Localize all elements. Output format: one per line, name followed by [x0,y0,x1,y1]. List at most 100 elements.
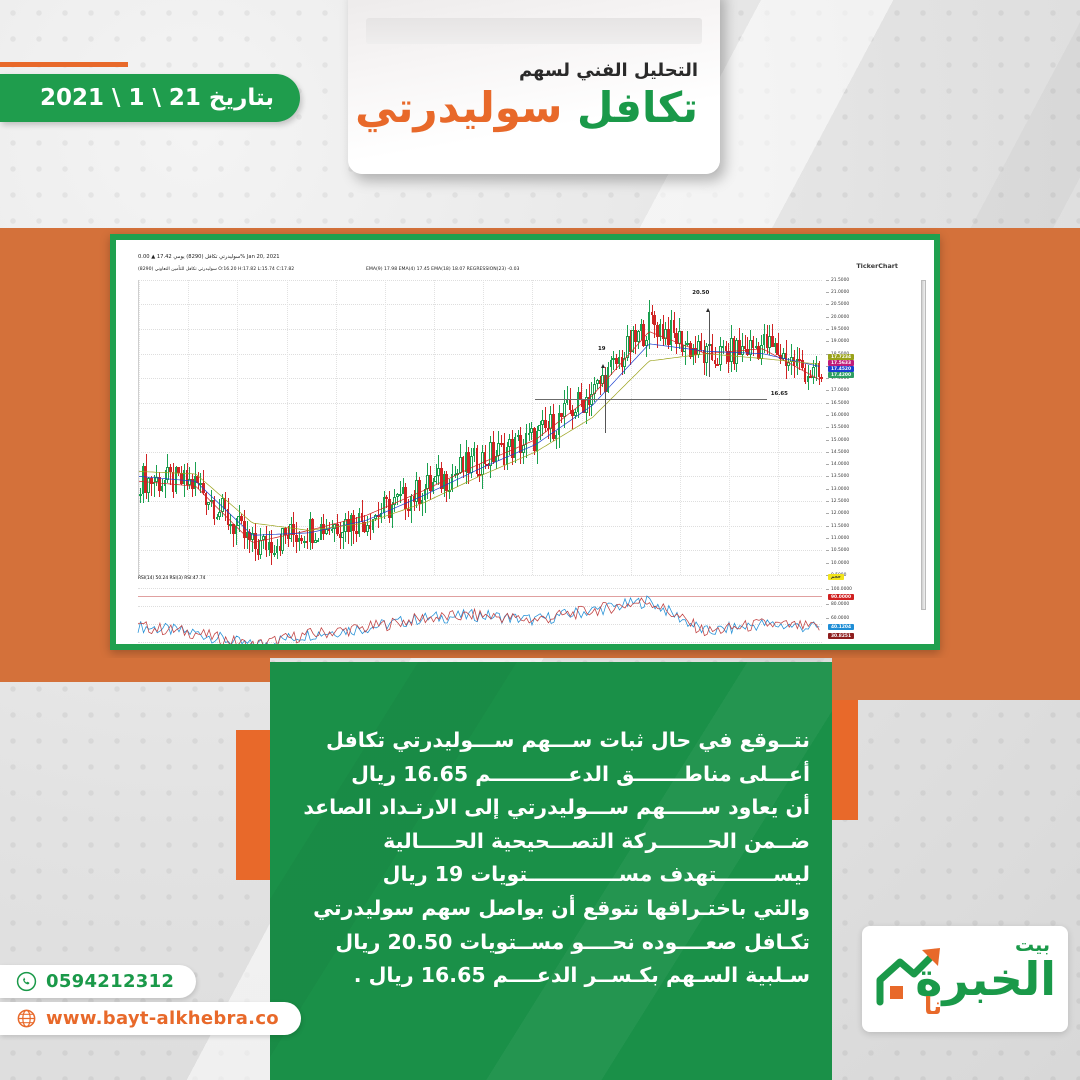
candle [658,319,662,342]
price-plot-area[interactable]: 16.65 19 20.50 [138,280,823,576]
candle-body [390,504,394,519]
candle-body [237,516,241,526]
candle-body [185,469,189,486]
vertical-scale-bar[interactable] [921,280,926,610]
candle-body [491,442,495,462]
candle-body [379,513,383,518]
ema-line [138,343,820,536]
rsi-plot-area[interactable] [137,588,822,644]
candle [587,383,591,416]
candle [292,511,295,548]
candle-wick [211,490,212,508]
candle [751,335,755,356]
gridline [139,280,822,281]
candle [653,310,656,338]
date-accent-rule [0,62,128,67]
candle-body [273,552,276,555]
ema-line [139,353,820,531]
logo-main-word: الخبرة [915,952,1057,1006]
candle-body [407,509,410,512]
candle [333,523,336,542]
candle-body [694,348,697,355]
candle-body [658,324,662,337]
candle-body [524,433,528,445]
candle-wick [161,478,163,493]
candle [667,317,670,350]
candle [355,517,358,543]
gridline [138,642,822,643]
candle-body [341,532,345,538]
candle-wick [717,357,718,366]
candle-body [765,333,769,349]
contact-phone[interactable]: 0594212312 [0,965,197,998]
candle [278,533,282,556]
candle [387,490,391,523]
candle [664,322,667,345]
candle-body [628,336,632,353]
price-axis-tick: 17.0000 [825,388,850,394]
candle-wick [249,529,251,553]
candle-wick [479,463,480,483]
candle-body [820,377,823,380]
candle [650,304,654,325]
candle-body [645,340,648,347]
candle-body [464,452,468,472]
orange-accent-right [832,658,1080,700]
candle-body [530,428,533,433]
candle-body [182,469,186,485]
candle-wick [421,493,423,517]
candle [489,435,492,478]
candle [642,320,646,347]
candle-body [751,340,755,348]
candle-body [262,535,265,540]
chart-canvas[interactable]: TickerChart سوليدرتي تكافل (8290) يومي 1… [116,240,934,644]
price-axis-tick: 21.5000 [825,277,850,283]
candle-body [289,523,293,540]
candle [617,349,621,369]
candle-body [617,356,621,365]
candle-body [333,523,336,529]
candle-body [420,500,424,505]
candle-wick [572,405,573,430]
candle-body [762,333,766,345]
candle [407,498,410,517]
rsi-indicator-line: RSI(14) 50.24 RSI(3) RSI:47.74 [138,576,206,581]
candle [762,324,766,353]
candle [806,364,810,390]
candle [188,466,191,490]
support-line-16-65 [535,398,768,400]
candle-body [579,391,583,401]
candle-wick [156,464,158,486]
candle-wick [772,324,773,348]
rsi-axis: 100.000080.000060.000020.000090.000040.1… [825,574,886,644]
candle-body [710,343,714,360]
candle [229,513,232,535]
candle-body [177,466,180,473]
candle [801,350,804,370]
candle-body [677,330,681,345]
candle-wick [528,423,530,442]
candle-body [549,414,552,430]
price-axis-tick: 15.5000 [825,425,850,431]
candle-body [612,358,615,361]
gridline [679,280,681,575]
candle-body [459,457,462,473]
candle-wick [279,533,281,556]
candle [491,431,495,464]
candle-body [574,411,577,417]
candle-body [511,438,514,459]
candle-body [294,534,298,542]
candle [232,524,235,548]
candle-wick [208,502,210,511]
candle-body [144,466,148,494]
candle [398,480,402,504]
candle [371,519,375,534]
candle [483,445,487,470]
price-axis-tick: 13.0000 [825,486,850,492]
candle [341,521,345,549]
candle [593,377,596,402]
candle [166,454,169,483]
contact-website[interactable]: www.bayt-alkhebra.co [0,1002,301,1035]
brand-logo[interactable]: بيت الخبرة نا [862,926,1068,1032]
candle-wick [153,475,155,498]
